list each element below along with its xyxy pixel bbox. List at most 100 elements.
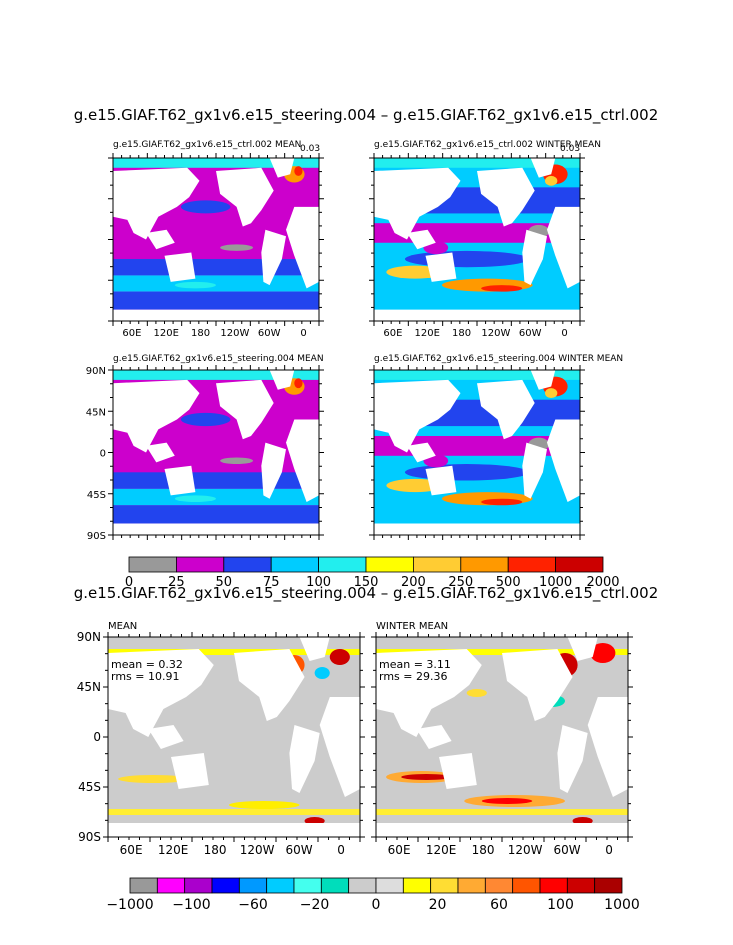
colorbar1-swatch-7 — [460, 556, 509, 573]
map-panel-ctrl-winter — [374, 158, 580, 321]
panel5-lon-tick-2: 180 — [204, 843, 227, 857]
colorbar1-swatch-2 — [223, 556, 272, 573]
panel1-lon-tick-1: 120E — [154, 328, 179, 339]
colorbar1-label-7: 250 — [448, 575, 473, 590]
colorbar1-label-5: 150 — [354, 575, 379, 590]
colorbar2-label-3: −20 — [300, 897, 330, 913]
colorbar2-swatch-16 — [566, 877, 596, 894]
panel1-title: g.e15.GIAF.T62_gx1v6.e15_ctrl.002 MEAN — [113, 140, 301, 150]
panel5-lon-tick-0: 60E — [120, 843, 143, 857]
colorbar1-label-10: 2000 — [586, 575, 619, 590]
panel1-lon-tick-3: 120W — [220, 328, 249, 339]
colorbar1-swatch-6 — [412, 556, 462, 573]
colorbar1-label-8: 500 — [496, 575, 521, 590]
colorbar1-label-2: 50 — [216, 575, 233, 590]
colorbar2-label-6: 60 — [490, 897, 508, 913]
colorbar-difference: −1000 −100 −60 −20 0 20 60 100 1000 — [106, 877, 640, 913]
panel2-lon-tick-5: 0 — [561, 328, 567, 339]
panel5-lon-tick-4: 60W — [286, 843, 313, 857]
panel6-mean-stat: mean = 3.11 — [379, 658, 451, 671]
panel6-lon-tick-5: 0 — [605, 843, 613, 857]
panel6-title: WINTER MEAN — [376, 621, 448, 632]
panel6-lon-tick-4: 60W — [554, 843, 581, 857]
colorbar2-swatch-14 — [512, 877, 541, 894]
colorbar2-swatch-5 — [266, 877, 295, 894]
panel5-rms-stat: rms = 10.91 — [111, 670, 179, 683]
colorbar1-swatch-9 — [555, 556, 604, 573]
panel2-overtext: 0.03 — [560, 144, 580, 154]
colorbar2-label-1: −100 — [172, 897, 210, 913]
panel2-lon-tick-1: 120E — [415, 328, 440, 339]
panel6-rms-stat: rms = 29.36 — [379, 670, 447, 683]
panel3-lat-tick-3: 45S — [87, 490, 106, 501]
colorbar2-swatch-15 — [539, 877, 568, 894]
panel2-lon-tick-3: 120W — [481, 328, 510, 339]
colorbar2-swatch-0 — [129, 877, 158, 894]
colorbar2-swatch-6 — [293, 877, 322, 894]
colorbar1-swatch-3 — [270, 556, 320, 573]
colorbar2-swatch-1 — [156, 877, 186, 894]
colorbar2-swatch-10 — [402, 877, 432, 894]
panel5-mean-stat: mean = 0.32 — [111, 658, 183, 671]
panel2-lon-tick-0: 60E — [383, 328, 402, 339]
panel1-lon-tick-5: 0 — [300, 328, 306, 339]
colorbar2-label-5: 20 — [429, 897, 447, 913]
panel5-lat-tick-2: 0 — [93, 730, 101, 744]
panel6-lon-tick-3: 120W — [508, 843, 543, 857]
colorbar1-label-3: 75 — [263, 575, 280, 590]
panel5-lat-tick-1: 45N — [77, 680, 101, 694]
panel3-lat-tick-2: 0 — [100, 449, 106, 460]
panel5-lat-tick-4: 90S — [78, 830, 101, 844]
panel3-title: g.e15.GIAF.T62_gx1v6.e15_steering.004 ME… — [113, 354, 324, 364]
panel1-lon-tick-0: 60E — [122, 328, 141, 339]
colorbar2-swatch-9 — [375, 877, 404, 894]
colorbar2-swatch-8 — [348, 877, 377, 894]
panel5-lat-tick-3: 45S — [78, 780, 101, 794]
colorbar2-swatch-7 — [320, 877, 350, 894]
map-panel-steering-winter — [374, 370, 580, 535]
panel5-lat-tick-0: 90N — [77, 630, 101, 644]
figure-title-top: g.e15.GIAF.T62_gx1v6.e15_steering.004 – … — [74, 106, 659, 125]
panel5-lon-tick-3: 120W — [240, 843, 275, 857]
colorbar2-label-0: −1000 — [106, 897, 153, 913]
colorbar-absolute: 0 25 50 75 100 150 200 250 500 1000 2000 — [125, 556, 620, 590]
colorbar2-label-7: 100 — [547, 897, 574, 913]
panel1-lon-tick-2: 180 — [191, 328, 210, 339]
colorbar2-swatch-11 — [430, 877, 459, 894]
colorbar2-swatch-3 — [211, 877, 240, 894]
colorbar2-label-4: 0 — [372, 897, 381, 913]
panel5-title: MEAN — [108, 621, 137, 632]
colorbar1-swatch-5 — [365, 556, 414, 573]
map-panel-diff-winter — [376, 637, 628, 837]
panel5-lon-tick-5: 0 — [337, 843, 345, 857]
panel4-title: g.e15.GIAF.T62_gx1v6.e15_steering.004 WI… — [374, 354, 623, 364]
panel3-lat-tick-0: 90N — [86, 366, 106, 377]
panel1-lon-tick-4: 60W — [258, 328, 281, 339]
panel6-lon-tick-2: 180 — [472, 843, 495, 857]
colorbar1-label-1: 25 — [168, 575, 185, 590]
map-panel-steering-mean — [113, 370, 319, 535]
map-panel-ctrl-mean — [113, 158, 319, 321]
colorbar1-label-6: 200 — [401, 575, 426, 590]
panel6-lon-tick-0: 60E — [388, 843, 411, 857]
panel6-lon-tick-1: 120E — [426, 843, 457, 857]
colorbar2-swatch-4 — [238, 877, 268, 894]
panel3-lat-tick-4: 90S — [87, 531, 106, 542]
colorbar1-swatch-4 — [318, 556, 367, 573]
axes-frames: 60E 120E 180 120W 60W 0 60E 120E 180 120W 60W 0 90N 4… — [77, 153, 633, 857]
colorbar1-label-0: 0 — [125, 575, 133, 590]
panel2-title: g.e15.GIAF.T62_gx1v6.e15_ctrl.002 WINTER… — [374, 140, 601, 150]
colorbar2-swatch-17 — [594, 877, 623, 894]
panel5-lon-tick-1: 120E — [158, 843, 189, 857]
colorbar2-swatch-13 — [484, 877, 514, 894]
figure-title-diff: g.e15.GIAF.T62_gx1v6.e15_steering.004 – … — [74, 584, 659, 603]
colorbar2-label-2: −60 — [238, 897, 268, 913]
map-panel-diff-mean — [108, 637, 360, 837]
colorbar2-label-8: 1000 — [604, 897, 640, 913]
panel2-lon-tick-4: 60W — [519, 328, 542, 339]
colorbar1-label-4: 100 — [306, 575, 331, 590]
colorbar1-swatch-1 — [175, 556, 225, 573]
colorbar2-swatch-2 — [184, 877, 213, 894]
panel2-lon-tick-2: 180 — [452, 328, 471, 339]
